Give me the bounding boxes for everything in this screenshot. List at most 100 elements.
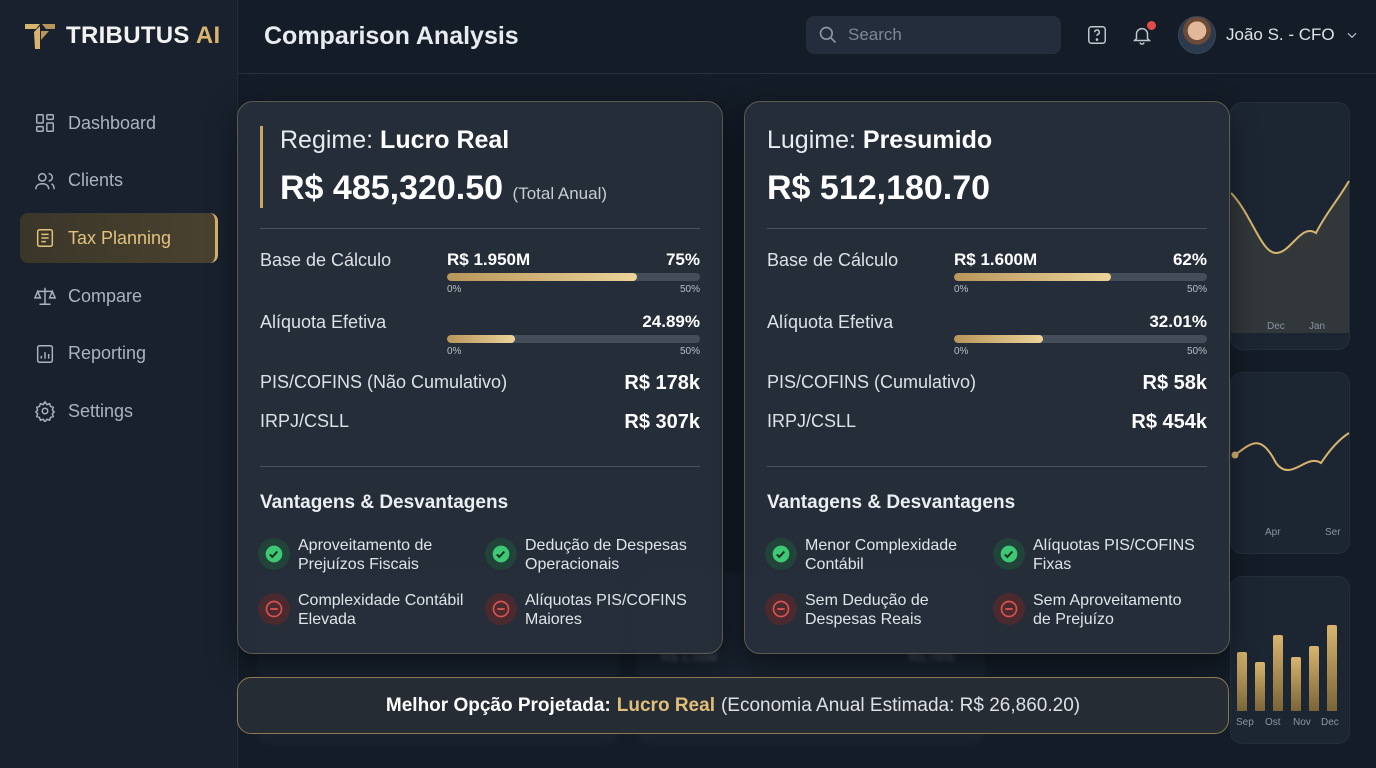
notification-dot (1147, 21, 1156, 30)
chevron-down-icon (1347, 32, 1357, 39)
sidebar-item-tax-planning[interactable]: Tax Planning (20, 213, 218, 264)
gear-icon (34, 400, 56, 423)
sidebar-item-label: Dashboard (68, 112, 157, 133)
help-button[interactable] (1086, 24, 1108, 46)
total-suffix: (Total Anual) (512, 184, 608, 203)
aliquota-row: Alíquota Efetiva 24.89% 0% 50% (260, 312, 700, 357)
page-title: Comparison Analysis (264, 22, 519, 50)
bg-card-line-top: Dec Jan (1230, 102, 1350, 350)
base-calculo-row: Base de Cálculo R$ 1.600M 62% 0% 50% (767, 250, 1207, 295)
con-item: Sem Dedução de Despesas Reais (765, 591, 975, 629)
search-icon (819, 26, 837, 44)
bg-card-line-mid: Apr Ser (1230, 372, 1350, 554)
help-icon (1088, 26, 1106, 44)
section-title: Vantagens & Desvantagens (260, 492, 509, 513)
bg-bar (1291, 657, 1301, 711)
sidebar-item-clients[interactable]: Clients (20, 156, 218, 206)
check-circle-icon (492, 545, 510, 563)
regime-card-lucro-real: Regime: Lucro Real R$ 485,320.50 (Total … (237, 101, 723, 654)
card-header: Lugime: Presumido R$ 512,180.70 (767, 126, 992, 208)
best-option-detail: (Economia Anual Estimada: R$ 26,860.20) (720, 694, 1081, 716)
divider (767, 466, 1207, 467)
top-header: Comparison Analysis João S. - CFO (238, 0, 1376, 74)
divider (767, 228, 1207, 229)
document-list-icon (36, 229, 54, 248)
con-item: Complexidade Contábil Elevada (258, 591, 468, 629)
irpj-csll-row: IRPJ/CSLL R$ 307k (260, 411, 700, 433)
notifications-button[interactable] (1131, 21, 1156, 46)
progress-bar (447, 273, 700, 281)
user-menu[interactable]: João S. - CFO (1178, 16, 1359, 54)
bg-month-label: Apr (1265, 527, 1281, 538)
sidebar-item-label: Compare (68, 285, 143, 306)
check-circle-icon (265, 545, 283, 563)
minus-circle-icon (772, 600, 790, 618)
bg-card-bars: Sep Ost Nov Dec (1230, 576, 1350, 744)
bg-bar-chart (1237, 603, 1347, 711)
sidebar-item-dashboard[interactable]: Dashboard (20, 98, 218, 148)
brand-name: TRIBUTUS AI (66, 22, 221, 49)
check-circle-icon (1000, 545, 1018, 563)
users-icon (35, 172, 55, 189)
regime-card-presumido: Lugime: Presumido R$ 512,180.70 Base de … (744, 101, 1230, 654)
pis-cofins-row: PIS/COFINS (Não Cumulativo) R$ 178k (260, 372, 700, 394)
sidebar-item-reporting[interactable]: Reporting (20, 329, 218, 379)
bg-bar (1255, 662, 1265, 711)
sidebar-item-label: Settings (68, 400, 134, 421)
best-option-banner: Melhor Opção Projetada: Lucro Real (Econ… (237, 677, 1229, 734)
best-option-choice: Lucro Real (616, 694, 715, 716)
base-calculo-row: Base de Cálculo R$ 1.950M 75% 0% 50% (260, 250, 700, 295)
bg-month-label: Nov (1293, 717, 1311, 728)
user-name: João S. - CFO (1226, 25, 1335, 44)
bg-month-label: Dec (1267, 321, 1285, 332)
divider (260, 466, 700, 467)
bg-bar (1327, 624, 1337, 711)
best-option-prefix: Melhor Opção Projetada: (385, 694, 611, 716)
bg-month-label: Dec (1321, 717, 1339, 728)
bg-month-label: Ser (1325, 527, 1341, 538)
pro-item: Menor Complexidade Contábil (765, 536, 975, 574)
sidebar-nav: Dashboard Clients Tax Planning Compare R… (20, 98, 218, 444)
bg-line-chart-top (1231, 180, 1350, 333)
avatar (1178, 16, 1216, 54)
card-header: Regime: Lucro Real R$ 485,320.50 (Total … (260, 126, 607, 208)
bg-bar (1237, 651, 1247, 711)
sidebar: TRIBUTUS AI Dashboard Clients Tax Planni… (0, 0, 238, 768)
pro-item: Dedução de Despesas Operacionais (485, 536, 695, 574)
pro-item: Alíquotas PIS/COFINS Fixas (993, 536, 1203, 574)
check-circle-icon (772, 545, 790, 563)
progress-fill (954, 273, 1111, 281)
con-item: Alíquotas PIS/COFINS Maiores (485, 591, 695, 629)
search-input[interactable] (848, 25, 1048, 45)
bg-line-chart-mid (1231, 432, 1350, 471)
report-chart-icon (36, 344, 54, 363)
scale-icon (34, 287, 56, 306)
regime-title: Regime: Lucro Real (280, 126, 510, 154)
bg-month-label: Sep (1236, 717, 1254, 728)
divider (260, 228, 700, 229)
brand-logo[interactable]: TRIBUTUS AI (22, 18, 220, 54)
bg-month-label: Jan (1309, 321, 1326, 332)
progress-fill (447, 335, 516, 343)
minus-circle-icon (492, 600, 510, 618)
search-box[interactable] (806, 16, 1061, 54)
total-amount: R$ 485,320.50 (Total Anual) (280, 169, 608, 207)
sidebar-item-label: Tax Planning (68, 227, 172, 248)
section-title: Vantagens & Desvantagens (767, 492, 1016, 513)
pro-item: Aproveitamento de Prejuízos Fiscais (258, 536, 468, 574)
sidebar-item-settings[interactable]: Settings (20, 386, 218, 436)
bg-month-label: Ost (1265, 717, 1281, 728)
irpj-csll-row: IRPJ/CSLL R$ 454k (767, 411, 1207, 433)
pis-cofins-row: PIS/COFINS (Cumulativo) R$ 58k (767, 372, 1207, 394)
minus-circle-icon (265, 600, 283, 618)
con-item: Sem Aproveitamento de Prejuízo (993, 591, 1203, 629)
progress-bar (954, 273, 1207, 281)
progress-fill (447, 273, 637, 281)
bg-bar (1309, 646, 1319, 711)
progress-fill (954, 335, 1043, 343)
sidebar-item-compare[interactable]: Compare (20, 271, 218, 321)
tributus-logo-icon (25, 24, 55, 49)
sidebar-item-label: Clients (68, 170, 124, 191)
bg-bar (1273, 635, 1283, 711)
progress-bar (954, 335, 1207, 343)
